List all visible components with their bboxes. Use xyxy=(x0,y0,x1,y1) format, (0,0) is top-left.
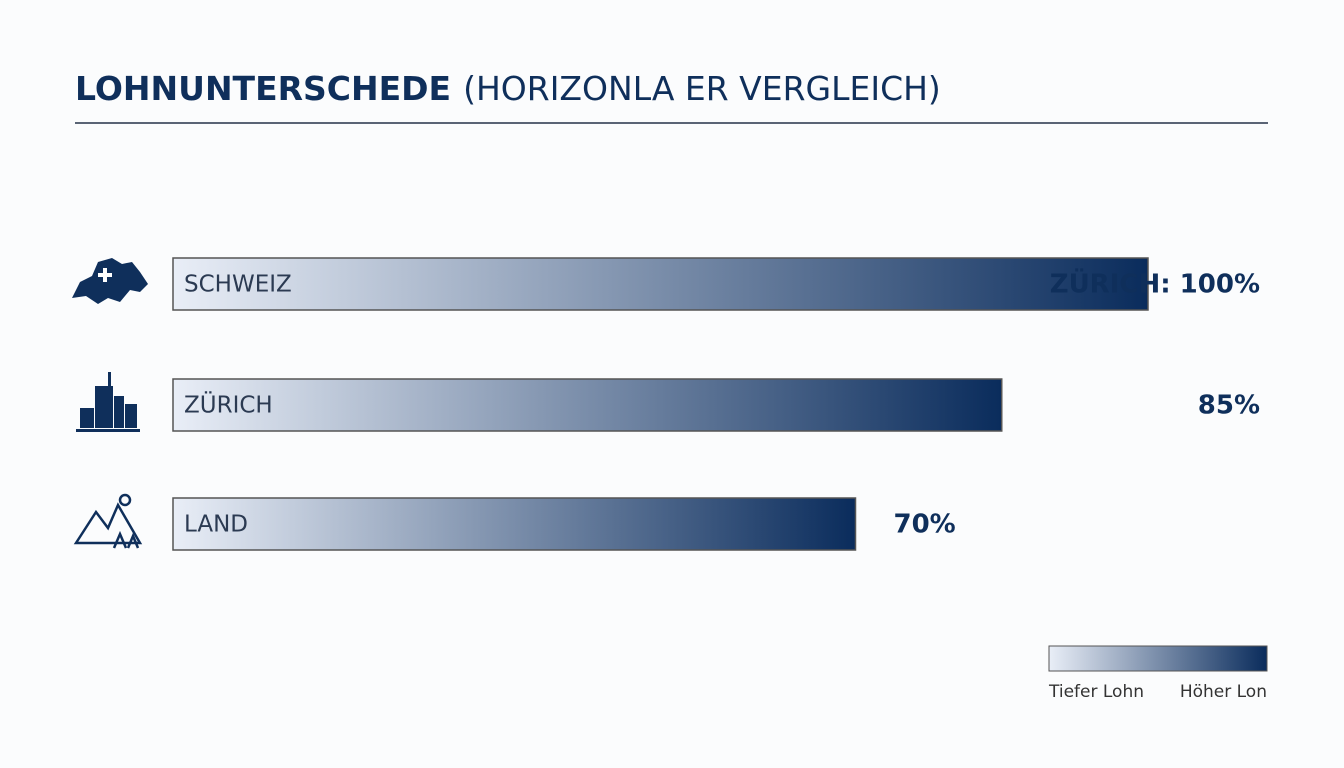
swiss-icon xyxy=(72,258,148,304)
value-label: 70% xyxy=(894,510,956,540)
bar xyxy=(172,257,1149,311)
category-label: LAND xyxy=(184,512,248,538)
legend-high: Höher Lon xyxy=(1180,682,1267,702)
bar xyxy=(172,378,1003,432)
mountain-icon xyxy=(73,493,143,549)
category-label: ZÜRICH xyxy=(184,391,273,419)
legend-low: Tiefer Lohn xyxy=(1048,682,1144,702)
category-label: SCHWEIZ xyxy=(184,272,292,298)
city-icon xyxy=(76,372,140,432)
legend-gradient xyxy=(1048,645,1268,672)
subtitle: (HORIZONLA ER VERGLEICH) xyxy=(463,69,941,108)
title: LOHNUNTERSCHEDE xyxy=(75,69,451,108)
chart-title: LOHNUNTERSCHEDE (HORIZONLA ER VERGLEICH) xyxy=(75,69,941,108)
bar xyxy=(172,497,857,551)
value-label: 85% xyxy=(1198,391,1260,421)
value-label: ZÜRICH: 100% xyxy=(1050,267,1260,300)
